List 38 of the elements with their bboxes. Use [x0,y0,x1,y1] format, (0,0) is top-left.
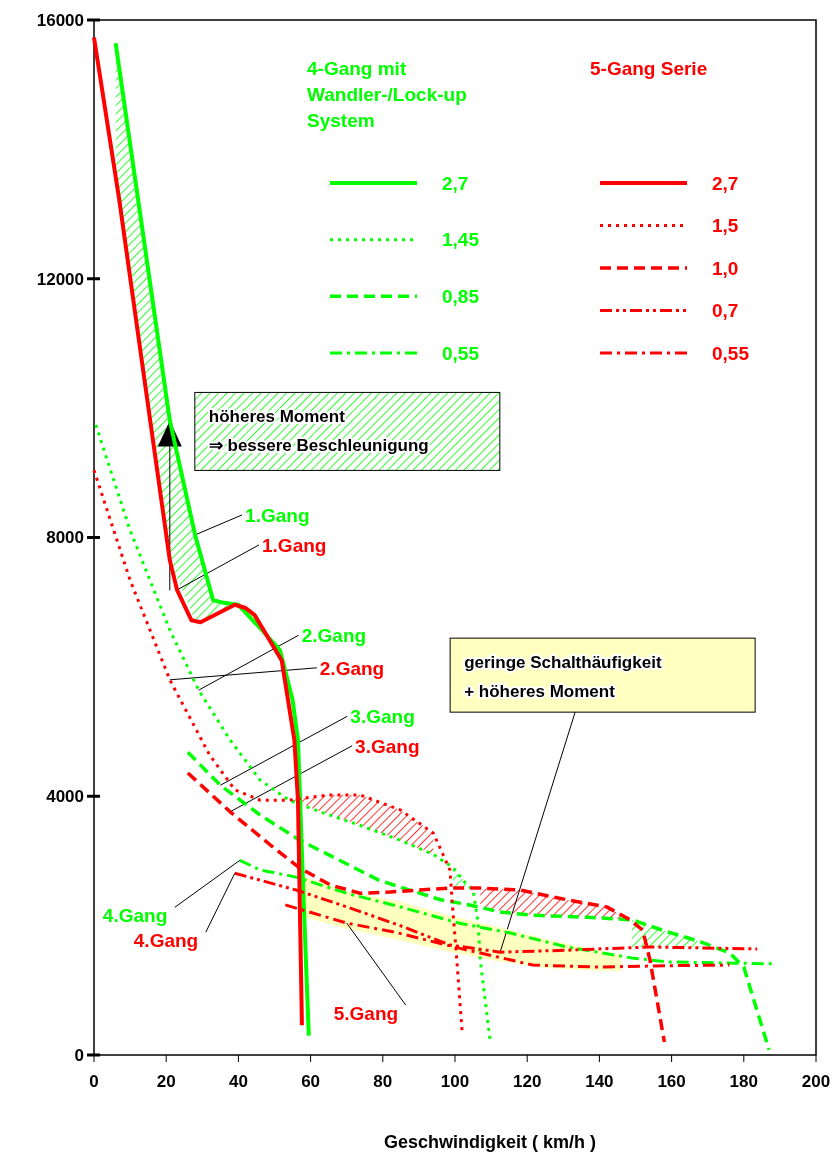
annotation: 3.Gang [350,706,415,728]
annotation: 4-Gang mit Wandler-/Lock-up System [307,58,467,131]
legend-label: 1,5 [712,215,739,237]
y-tick-label: 16000 [36,10,84,30]
legend-label: 0,7 [712,300,739,322]
x-tick-label: 40 [228,1072,248,1091]
x-tick-label: 120 [513,1072,542,1091]
x-tick-label: 60 [301,1072,321,1091]
annotation: 1.Gang [262,534,327,556]
y-tick-label: 4000 [46,787,84,807]
annotation: 5-Gang Serie [590,58,708,79]
legend-label: 2,7 [712,172,739,194]
legend-label: 1,45 [442,229,480,251]
annotation: 1.Gang [245,504,310,526]
x-tick-label: 80 [373,1072,393,1091]
x-tick-label: 20 [156,1072,176,1091]
y-tick-label: 12000 [36,269,84,289]
legend-label: 0,55 [442,342,480,364]
annotation: 4.Gang [102,905,168,927]
y-tick-label: 0 [74,1045,84,1065]
x-tick-label: 160 [657,1072,686,1091]
x-axis-title: Geschwindigkeit ( km/h ) [383,1132,597,1152]
annotation: 5.Gang [333,1003,399,1025]
legend-label: 0,55 [712,342,750,364]
y-tick-label: 8000 [46,528,84,548]
annotation: 2.Gang [319,657,385,679]
x-tick-label: 180 [729,1072,758,1091]
legend-label: 1,0 [712,257,739,279]
x-tick-label: 140 [585,1072,614,1091]
legend-label: 2,7 [442,172,469,194]
x-tick-label: 100 [440,1072,470,1091]
x-tick-label: 0 [89,1072,99,1091]
annotation: 3.Gang [355,735,420,757]
x-tick-label: 200 [801,1072,831,1091]
annotation: 4.Gang [133,930,199,952]
annotation: 2.Gang [301,625,367,647]
legend-label: 0,85 [442,285,480,307]
annotation: geringe Schalthäufigkeit + höheres Moment [464,653,662,702]
